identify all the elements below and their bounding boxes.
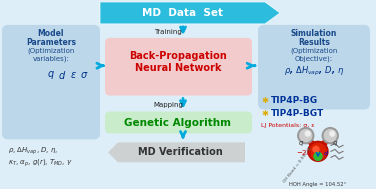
FancyBboxPatch shape xyxy=(2,25,100,139)
Text: OH Bond = 0.9572Å: OH Bond = 0.9572Å xyxy=(283,147,313,184)
Text: Mapping: Mapping xyxy=(153,101,183,108)
Text: Genetic Algorithm: Genetic Algorithm xyxy=(124,119,232,129)
Text: Neural Network: Neural Network xyxy=(135,63,221,73)
Circle shape xyxy=(330,131,335,136)
FancyArrowPatch shape xyxy=(247,63,255,68)
Text: $q$: $q$ xyxy=(332,139,338,148)
Circle shape xyxy=(298,128,314,144)
Text: ✱: ✱ xyxy=(261,109,268,118)
Text: (Optimization: (Optimization xyxy=(27,47,75,54)
Text: Model: Model xyxy=(38,29,64,38)
FancyArrowPatch shape xyxy=(180,132,185,137)
Circle shape xyxy=(308,141,328,161)
Polygon shape xyxy=(108,142,245,162)
Text: $\kappa_T$, $\alpha_p$, $g(r)$, $T_{MD}$, $\gamma$: $\kappa_T$, $\alpha_p$, $g(r)$, $T_{MD}$… xyxy=(8,158,73,169)
Text: Objective):: Objective): xyxy=(295,56,333,62)
FancyBboxPatch shape xyxy=(1,1,375,187)
Text: variables):: variables): xyxy=(33,56,70,62)
FancyArrowPatch shape xyxy=(316,153,320,156)
Circle shape xyxy=(322,128,338,144)
Circle shape xyxy=(305,131,310,136)
Text: Simulation: Simulation xyxy=(291,29,337,38)
Text: LJ Potentials: σ, ε: LJ Potentials: σ, ε xyxy=(261,123,315,128)
Text: $-2q$: $-2q$ xyxy=(296,148,312,158)
FancyArrowPatch shape xyxy=(180,27,185,32)
FancyArrowPatch shape xyxy=(97,63,103,68)
Text: $\rho$, $\Delta H_{vap}$, $D$, $\eta$,: $\rho$, $\Delta H_{vap}$, $D$, $\eta$, xyxy=(8,146,58,157)
FancyBboxPatch shape xyxy=(105,38,252,96)
Text: HOH Angle = 104.52°: HOH Angle = 104.52° xyxy=(290,182,347,187)
Text: ✱: ✱ xyxy=(261,96,268,105)
Text: MD  Data  Set: MD Data Set xyxy=(143,8,223,18)
Text: TIP4P-BGT: TIP4P-BGT xyxy=(271,109,324,118)
Circle shape xyxy=(310,143,326,159)
Text: $\varepsilon$: $\varepsilon$ xyxy=(70,70,76,80)
Text: Training: Training xyxy=(154,29,182,35)
Text: Results: Results xyxy=(298,38,330,47)
FancyBboxPatch shape xyxy=(105,112,252,133)
Circle shape xyxy=(300,130,312,142)
FancyBboxPatch shape xyxy=(258,25,370,110)
Text: $d$: $d$ xyxy=(323,149,329,157)
Circle shape xyxy=(314,152,322,160)
Text: $\rho$, $\Delta H_{vap}$, $D$, $\eta$: $\rho$, $\Delta H_{vap}$, $D$, $\eta$ xyxy=(284,65,344,78)
Text: (Optimization: (Optimization xyxy=(290,47,338,54)
Text: MD Verification: MD Verification xyxy=(138,147,222,157)
Text: $q$: $q$ xyxy=(47,69,55,81)
Text: $d$: $d$ xyxy=(58,69,66,81)
Text: Parameters: Parameters xyxy=(26,38,76,47)
Polygon shape xyxy=(100,2,280,24)
FancyArrowPatch shape xyxy=(180,98,185,106)
Text: $\sigma$: $\sigma$ xyxy=(80,70,88,80)
Circle shape xyxy=(324,130,336,142)
Text: Back-Propagation: Back-Propagation xyxy=(129,51,227,61)
Text: $q$: $q$ xyxy=(298,139,304,148)
Text: TIP4P-BG: TIP4P-BG xyxy=(271,96,318,105)
Circle shape xyxy=(313,146,319,152)
